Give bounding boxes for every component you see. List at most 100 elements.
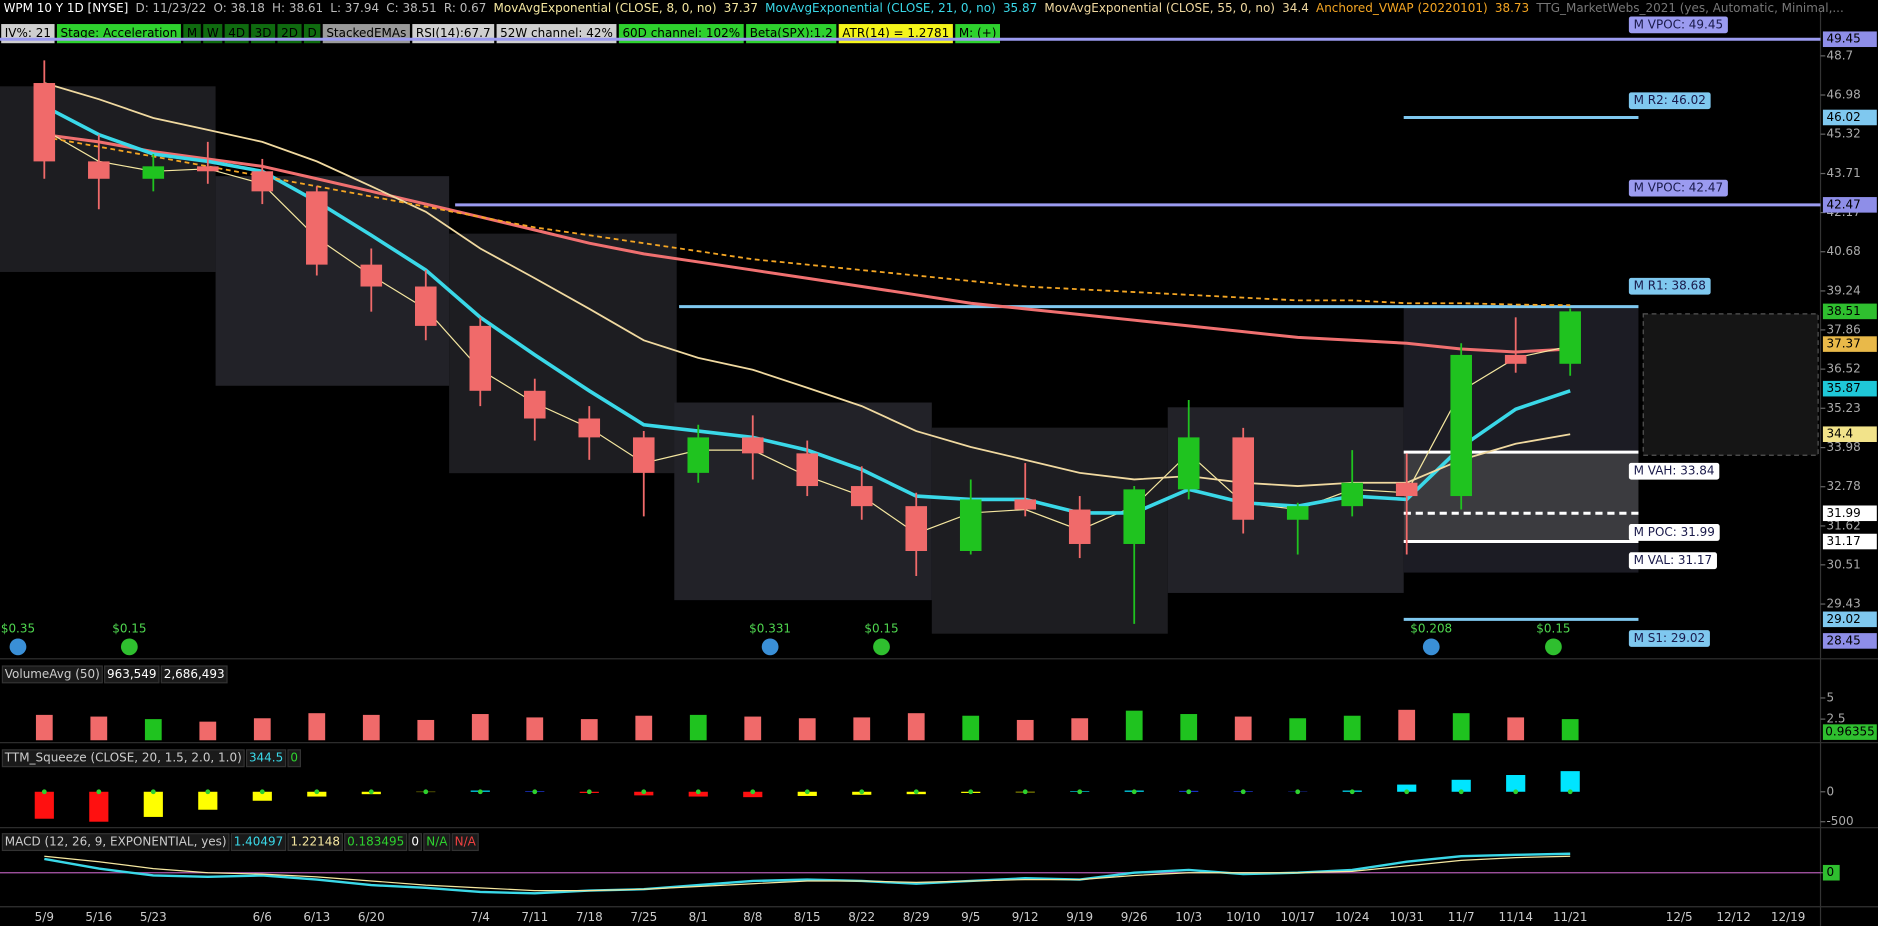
squeeze-dot <box>1131 789 1137 795</box>
x-tick-label: 9/5 <box>961 910 980 924</box>
volume-bar <box>1234 716 1252 741</box>
y-tick-label: -500 <box>1826 814 1853 828</box>
volume-bar <box>308 713 326 741</box>
volume-bar <box>199 721 217 741</box>
x-tick-label: 10/31 <box>1389 910 1424 924</box>
level-label-box <box>1628 524 1720 541</box>
level-label-box <box>1628 92 1711 110</box>
price-tag <box>1822 505 1877 522</box>
squeeze-bar <box>1397 784 1417 792</box>
x-tick-label: 11/7 <box>1448 910 1475 924</box>
squeeze-dot <box>314 789 320 795</box>
candle-body <box>1232 437 1254 520</box>
header-text: D: 11/23/22 <box>136 1 207 15</box>
x-tick-label: 9/19 <box>1066 910 1093 924</box>
pane-header-box <box>451 833 479 852</box>
volume-bar <box>1180 714 1198 741</box>
squeeze-dot <box>41 789 47 795</box>
status-badge-text: 4D <box>228 26 245 40</box>
profile-box <box>1167 407 1404 593</box>
macd-line <box>44 855 1571 892</box>
profile-box <box>215 176 450 386</box>
squeeze-bar <box>143 791 163 817</box>
candle-body <box>1177 437 1200 490</box>
pane-title: TTM_Squeeze (CLOSE, 20, 1.5, 2.0, 1.0) <box>4 751 242 765</box>
value-area <box>1403 451 1639 543</box>
price-tag-label: 46.02 <box>1826 110 1860 124</box>
candle-body <box>88 161 110 179</box>
price-tag-label: 29.02 <box>1826 612 1860 626</box>
level-label-box <box>1628 630 1710 647</box>
squeeze-dot <box>968 789 974 795</box>
x-tick-label: 5/9 <box>35 910 54 924</box>
y-tick-label: 37.86 <box>1826 322 1860 336</box>
candle-body <box>197 166 219 172</box>
volume-bar <box>1398 709 1416 741</box>
level-label-box <box>1628 462 1720 480</box>
header-text: MovAvgExponential (CLOSE, 55, 0, no) <box>1044 1 1275 15</box>
y-tick-label: 45.32 <box>1826 127 1860 141</box>
status-badge-text: 3D <box>255 26 272 40</box>
price-tag-label: 31.99 <box>1826 506 1860 520</box>
squeeze-dot <box>695 789 701 795</box>
header-text: H: 38.61 <box>272 1 323 15</box>
pane-header-box <box>287 833 343 852</box>
x-tick-label: 5/23 <box>140 910 167 924</box>
header-text: MovAvgExponential (CLOSE, 8, 0, no) <box>494 1 717 15</box>
squeeze-dot <box>477 789 483 795</box>
volume-tag-label: 0.96355 <box>1825 725 1875 739</box>
price-tag <box>1822 109 1877 126</box>
squeeze-dot <box>1513 789 1519 795</box>
x-tick-label: 9/12 <box>1012 910 1039 924</box>
squeeze-dot <box>586 789 592 795</box>
dividend-icon <box>9 638 27 656</box>
volume-bar <box>580 719 598 741</box>
candle-body <box>578 418 601 438</box>
price-tag <box>1822 633 1877 649</box>
candle-body <box>33 83 56 162</box>
x-tick-label: 10/10 <box>1226 910 1260 924</box>
x-tick-label: 12/19 <box>1771 910 1806 924</box>
candle-body <box>523 390 546 419</box>
pane-header-value: 1.22148 <box>290 835 340 849</box>
y-tick-label: 36.52 <box>1826 362 1860 376</box>
squeeze-dot <box>205 789 211 795</box>
level-label: M R1: 38.68 <box>1634 279 1706 293</box>
level-label-box <box>1628 552 1717 570</box>
pane-header-value: N/A <box>455 835 477 849</box>
candle-body <box>306 191 328 265</box>
x-tick-label: 6/13 <box>303 910 330 924</box>
pane-header-value: 0.183495 <box>347 835 404 849</box>
x-tick-label: 12/12 <box>1716 910 1750 924</box>
candle-body <box>142 166 165 179</box>
squeeze-dot <box>1404 789 1410 795</box>
volume-bar <box>1561 719 1579 741</box>
x-tick-label: 8/15 <box>794 910 821 924</box>
volume-bar <box>417 719 435 741</box>
squeeze-dot <box>1295 789 1301 795</box>
volume-bar <box>689 714 707 741</box>
profile-box <box>0 86 216 272</box>
header-text: TTG_MarketWebs_2021 (yes, Automatic, Min… <box>1535 1 1843 15</box>
status-badge-text: Beta(SPX):1.2 <box>750 26 833 40</box>
squeeze-bar <box>1560 771 1580 792</box>
squeeze-dot <box>368 789 374 795</box>
candle-body <box>1504 354 1527 364</box>
pane-header-box <box>408 833 423 852</box>
volume-bar <box>35 714 53 741</box>
candle-body <box>469 325 492 391</box>
candle-body <box>1068 509 1091 544</box>
volume-bar <box>962 715 980 741</box>
pane-header-box <box>287 749 302 768</box>
price-tag-label: 42.47 <box>1826 197 1860 211</box>
dividend-label: $0.208 <box>1410 621 1452 635</box>
status-badge-text: D <box>308 26 317 40</box>
level-label: M VAH: 33.84 <box>1634 464 1715 478</box>
status-badge-text: IV%: 21 <box>5 26 51 40</box>
status-badge-text: ATR(14) = 1.2781 <box>842 26 949 40</box>
price-tag <box>1822 611 1877 628</box>
status-badge-text: 60D channel: 102% <box>622 26 740 40</box>
pane-header-value: N/A <box>426 835 448 849</box>
squeeze-bar <box>89 791 109 822</box>
